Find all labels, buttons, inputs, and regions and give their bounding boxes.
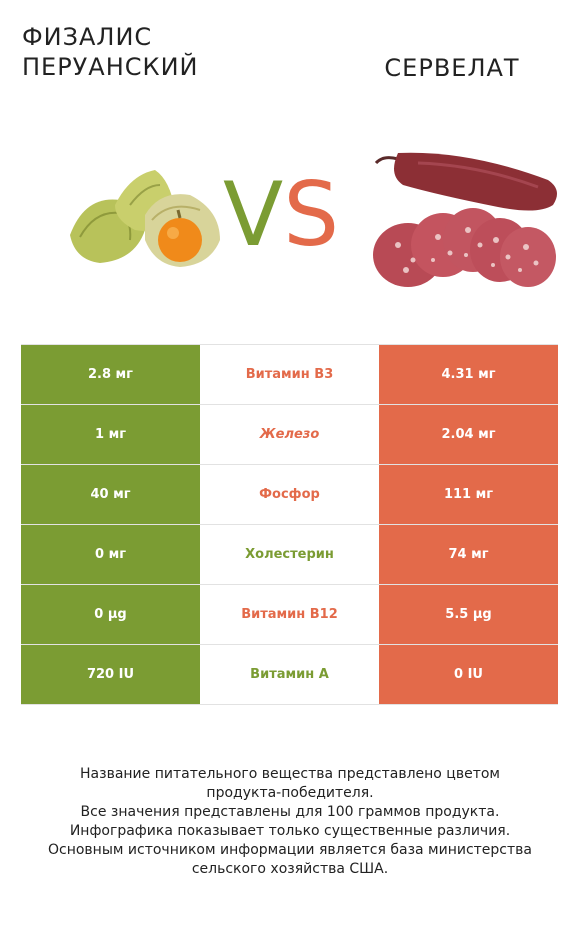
table-row: 0 µg Витамин B12 5.5 µg <box>21 585 558 645</box>
left-value: 40 мг <box>21 465 200 524</box>
footnote-line: продукта-победителя. <box>206 785 374 801</box>
right-value: 111 мг <box>379 465 558 524</box>
footnote: Название питательного вещества представл… <box>15 765 565 879</box>
right-value: 2.04 мг <box>379 405 558 464</box>
right-product-title: СЕРВЕЛАТ <box>384 54 520 82</box>
left-value: 1 мг <box>21 405 200 464</box>
footnote-line: Все значения представлены для 100 граммо… <box>80 804 500 820</box>
footnote-line: Название питательного вещества представл… <box>80 766 500 782</box>
physalis-image <box>70 170 220 267</box>
nutrient-name: Витамин B12 <box>200 585 379 644</box>
left-value: 720 IU <box>21 645 200 704</box>
footnote-line: Основным источником информации является … <box>48 842 532 858</box>
nutrient-name: Железо <box>200 405 379 464</box>
table-row: 40 мг Фосфор 111 мг <box>21 465 558 525</box>
right-value: 0 IU <box>379 645 558 704</box>
nutrient-name: Витамин B3 <box>200 345 379 404</box>
left-value: 0 мг <box>21 525 200 584</box>
table-row: 1 мг Железо 2.04 мг <box>21 405 558 465</box>
right-value: 5.5 µg <box>379 585 558 644</box>
left-product-title: ФИЗАЛИС ПЕРУАНСКИЙ <box>22 23 199 81</box>
left-value: 2.8 мг <box>21 345 200 404</box>
comparison-table: 2.8 мг Витамин B3 4.31 мг 1 мг Железо 2.… <box>21 344 558 705</box>
right-value: 4.31 мг <box>379 345 558 404</box>
nutrient-name: Холестерин <box>200 525 379 584</box>
footnote-line: Инфографика показывает только существенн… <box>69 823 511 839</box>
nutrient-name: Фосфор <box>200 465 379 524</box>
table-row: 2.8 мг Витамин B3 4.31 мг <box>21 344 558 405</box>
cervelat-image <box>373 152 557 287</box>
left-value: 0 µg <box>21 585 200 644</box>
right-value: 74 мг <box>379 525 558 584</box>
nutrient-name: Витамин A <box>200 645 379 704</box>
table-row: 0 мг Холестерин 74 мг <box>21 525 558 585</box>
vs-label: VS <box>223 163 340 266</box>
table-row: 720 IU Витамин A 0 IU <box>21 645 558 705</box>
footnote-line: сельского хозяйства США. <box>191 861 389 877</box>
